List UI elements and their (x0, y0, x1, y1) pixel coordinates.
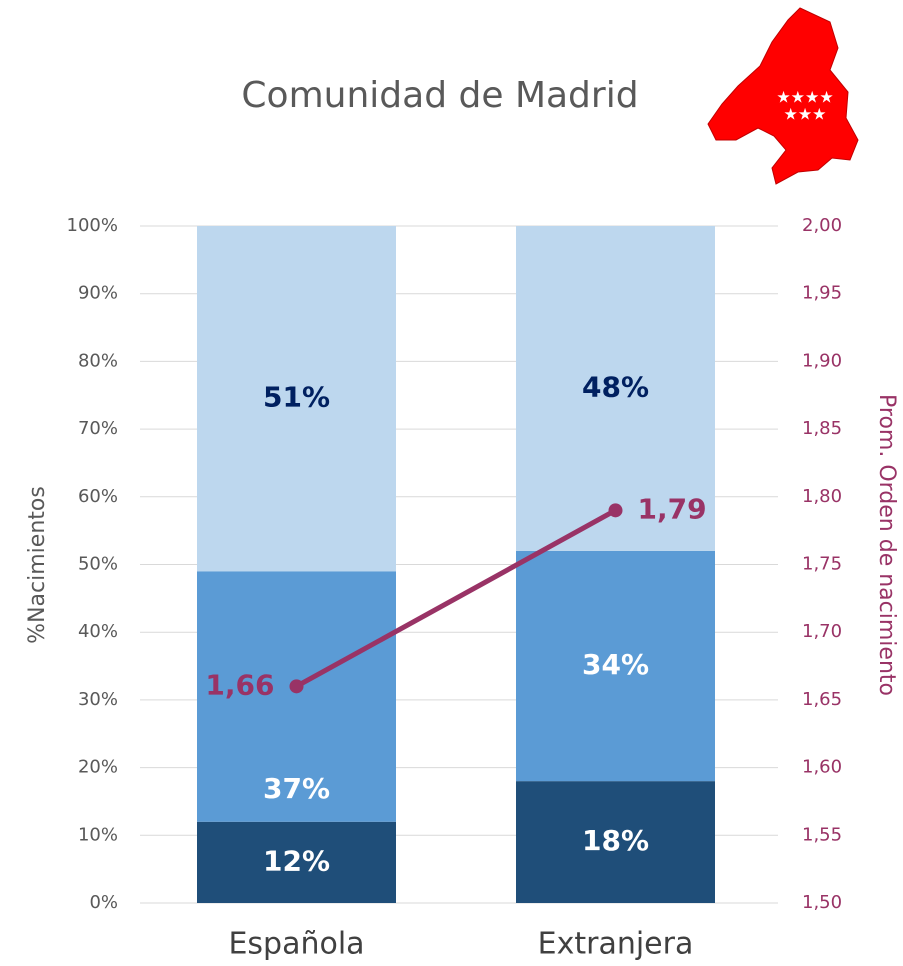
y2-tick-label: 1,55 (802, 824, 842, 845)
line (295, 508, 617, 689)
y-tick-label: 80% (78, 350, 118, 371)
data-label: 34% (582, 648, 649, 681)
line-point (608, 503, 623, 518)
svg-text:★★★: ★★★ (783, 105, 826, 124)
y-tick-label: 50% (78, 554, 118, 575)
y-tick-label: 30% (78, 689, 118, 710)
y2-tick-label: 1,90 (802, 350, 842, 371)
x-tick-label: Española (228, 927, 364, 962)
y-axis-title: %Nacimientos (25, 486, 50, 644)
data-label: 51% (263, 381, 330, 414)
y2-tick-label: 1,95 (802, 283, 842, 304)
data-label: 37% (263, 772, 330, 805)
bar-segment (197, 226, 396, 572)
region-map: ★★★★ ★★★ (707, 7, 859, 185)
y-tick-label: 100% (67, 215, 118, 236)
y2-axis-title: Prom. Orden de nacimiento (874, 394, 899, 696)
bar-segment (197, 821, 396, 903)
x-tick-label: Extranjera (538, 927, 694, 962)
y-tick-label: 90% (78, 283, 118, 304)
y2-tick-label: 1,80 (802, 486, 842, 507)
y-tick-label: 60% (78, 486, 118, 507)
data-label: 12% (263, 844, 330, 877)
bar-segment (516, 226, 715, 551)
y2-tick-label: 1,65 (802, 689, 842, 710)
y-tick-label: 0% (89, 892, 118, 913)
y2-tick-label: 1,70 (802, 621, 842, 642)
y2-tick-label: 1,85 (802, 418, 842, 439)
chart-title: Comunidad de Madrid (241, 75, 638, 116)
line-point (289, 679, 304, 694)
y2-tick-label: 1,75 (802, 554, 842, 575)
y-tick-label: 20% (78, 757, 118, 778)
bar-segment (516, 781, 715, 903)
y2-tick-label: 2,00 (802, 215, 842, 236)
y-tick-label: 10% (78, 824, 118, 845)
bar-segment (516, 550, 715, 782)
bar-segment (197, 571, 396, 822)
line-label: 1,66 (205, 668, 274, 701)
data-label: 48% (582, 370, 649, 403)
y2-tick-label: 1,60 (802, 757, 842, 778)
y-tick-label: 40% (78, 621, 118, 642)
y2-tick-label: 1,50 (802, 892, 842, 913)
line-label: 1,79 (638, 492, 707, 525)
data-label: 18% (582, 824, 649, 857)
svg-text:★★★★: ★★★★ (776, 88, 833, 107)
y-tick-label: 70% (78, 418, 118, 439)
